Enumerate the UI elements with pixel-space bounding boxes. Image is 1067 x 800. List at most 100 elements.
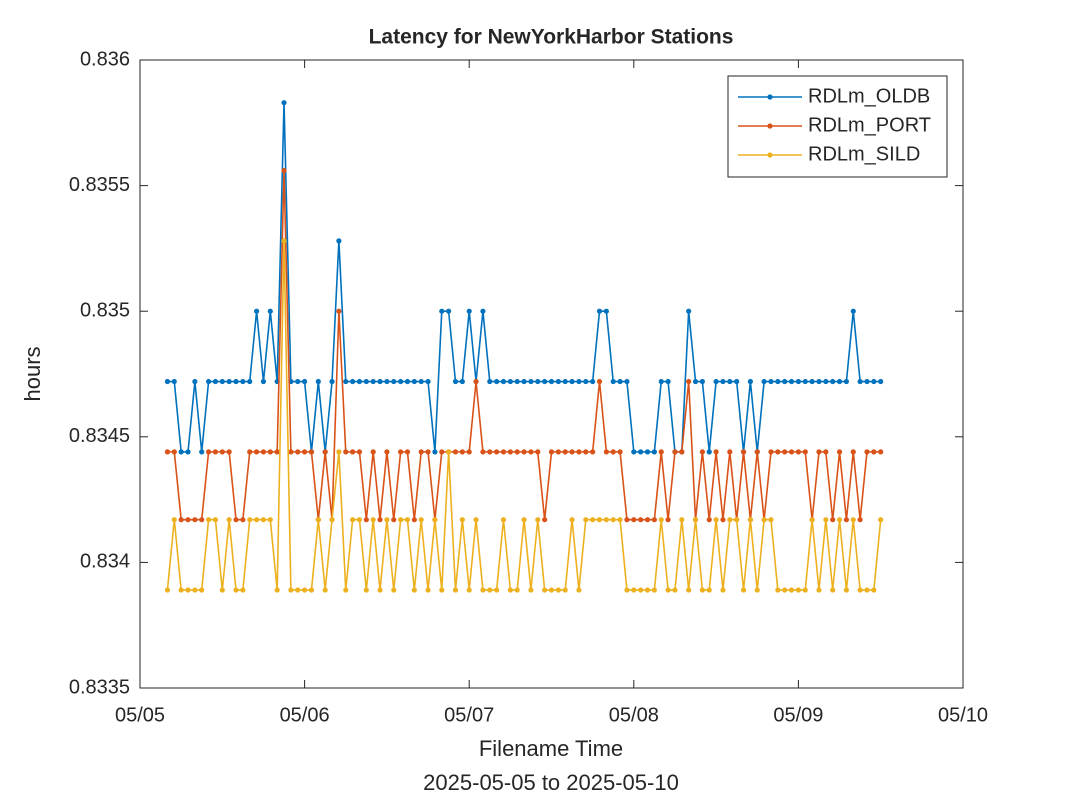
data-point <box>302 449 308 455</box>
data-point <box>603 517 609 523</box>
data-point <box>411 378 417 385</box>
data-point <box>569 449 575 455</box>
data-point <box>850 308 856 314</box>
x-axis-label: Filename Time <box>479 736 623 761</box>
data-point <box>425 449 431 455</box>
data-point <box>459 449 465 455</box>
data-point <box>871 587 877 593</box>
data-point <box>788 587 795 593</box>
data-point <box>871 378 877 385</box>
data-point <box>418 449 424 455</box>
data-point <box>535 378 541 385</box>
data-point <box>494 587 500 593</box>
data-point <box>638 449 644 455</box>
data-point <box>802 587 808 593</box>
data-point <box>267 449 273 455</box>
data-point <box>857 517 863 523</box>
data-point <box>377 378 383 385</box>
data-point <box>487 378 493 385</box>
data-point <box>240 378 246 385</box>
data-point <box>768 517 774 523</box>
data-point <box>672 449 678 455</box>
data-point <box>452 449 459 455</box>
data-point <box>727 449 733 455</box>
data-point <box>754 449 760 455</box>
data-point <box>665 378 671 385</box>
data-point <box>857 378 863 385</box>
data-point <box>253 449 260 455</box>
data-point <box>658 449 664 455</box>
data-point <box>795 449 802 455</box>
data-point <box>446 449 452 455</box>
data-point <box>439 308 445 314</box>
data-point <box>178 449 184 455</box>
data-point <box>295 378 301 385</box>
data-point <box>706 449 712 455</box>
x-axis-subtitle: 2025-05-05 to 2025-05-10 <box>423 770 679 795</box>
data-point <box>535 449 541 455</box>
data-point <box>836 449 843 455</box>
data-point <box>521 449 527 455</box>
data-point <box>720 587 726 593</box>
data-point <box>260 378 267 385</box>
data-point <box>768 378 774 385</box>
data-point <box>596 517 603 523</box>
data-point <box>336 308 342 314</box>
data-point <box>823 378 829 385</box>
data-point <box>377 517 383 523</box>
data-point <box>747 517 753 523</box>
data-point <box>871 449 877 455</box>
data-point <box>548 449 555 455</box>
data-point <box>514 378 520 385</box>
data-point <box>178 587 184 593</box>
data-point <box>452 587 459 593</box>
data-point <box>836 378 843 385</box>
data-point <box>596 378 603 385</box>
data-point <box>439 449 445 455</box>
data-point <box>418 378 424 385</box>
data-point <box>315 517 321 523</box>
data-point <box>466 449 472 455</box>
legend-marker <box>767 94 773 100</box>
data-point <box>761 517 767 523</box>
legend-label: RDLm_OLDB <box>808 85 930 107</box>
data-point <box>494 378 500 385</box>
data-point <box>391 587 397 593</box>
data-point <box>528 378 534 385</box>
data-point <box>631 449 637 455</box>
data-point <box>802 449 808 455</box>
data-point <box>295 587 301 593</box>
data-point <box>171 378 177 385</box>
data-point <box>830 587 836 593</box>
x-tick-label: 05/05 <box>115 704 165 726</box>
data-point <box>295 449 301 455</box>
data-point <box>830 517 836 523</box>
data-point <box>356 449 363 455</box>
data-point <box>528 449 534 455</box>
data-point <box>425 587 431 593</box>
data-point <box>343 587 349 593</box>
data-point <box>411 587 417 593</box>
data-point <box>631 587 637 593</box>
data-point <box>782 587 788 593</box>
data-point <box>363 587 369 593</box>
data-point <box>596 308 603 314</box>
data-point <box>816 449 822 455</box>
data-point <box>288 587 294 593</box>
data-point <box>569 517 575 523</box>
data-point <box>205 517 212 523</box>
data-point <box>322 587 328 593</box>
y-tick-label: 0.834 <box>80 551 130 573</box>
x-tick-label: 05/09 <box>773 704 823 726</box>
data-point <box>672 587 678 593</box>
data-point <box>480 587 486 593</box>
data-point <box>795 587 802 593</box>
data-point <box>233 378 239 385</box>
data-point <box>226 517 232 523</box>
legend-label: RDLm_SILD <box>808 143 920 165</box>
data-point <box>404 449 411 455</box>
data-point <box>336 238 342 244</box>
data-point <box>823 517 829 523</box>
data-point <box>384 449 390 455</box>
